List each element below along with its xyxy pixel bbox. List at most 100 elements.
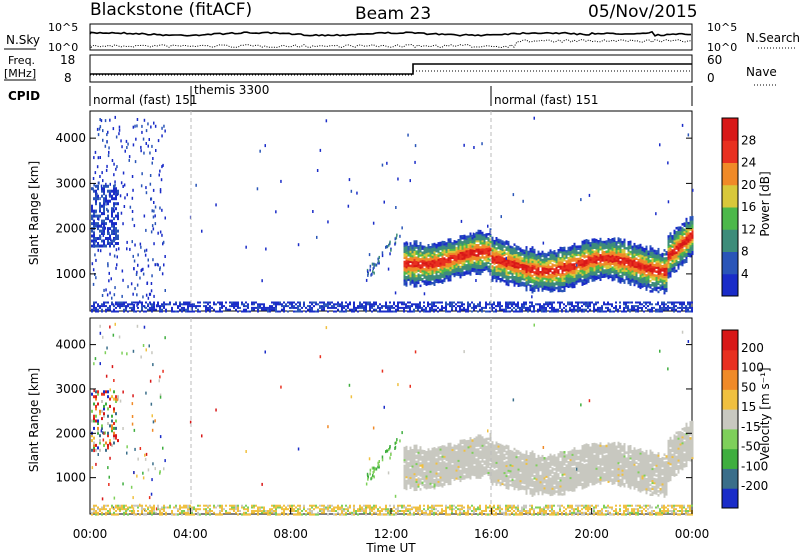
- power-cell: [663, 301, 665, 304]
- power-cell: [639, 276, 642, 279]
- power-cell: [651, 249, 654, 252]
- power-cell: [663, 303, 665, 306]
- power-cell: [581, 273, 584, 276]
- power-cell: [629, 301, 631, 304]
- power-cell: [541, 281, 544, 284]
- power-cell: [681, 306, 683, 309]
- power-cell: [545, 271, 548, 275]
- power-cell: [403, 250, 406, 253]
- power-cell: [655, 308, 657, 311]
- power-cell: [145, 186, 147, 190]
- power-cell: [142, 137, 145, 141]
- power-cell: [275, 305, 277, 308]
- velocity-cell: [467, 463, 470, 467]
- power-cell: [645, 253, 648, 257]
- power-cell: [495, 308, 497, 311]
- power-cell: [368, 253, 371, 257]
- power-cell: [455, 271, 458, 274]
- power-cell: [687, 232, 690, 235]
- power-cell: [557, 283, 560, 287]
- power-cell: [107, 184, 109, 188]
- power-cell: [571, 251, 574, 254]
- power-cell: [219, 310, 221, 313]
- power-cell: [603, 271, 606, 274]
- velocity-cell: [449, 462, 452, 466]
- power-cell: [549, 251, 552, 254]
- power-cell: [625, 259, 628, 262]
- velocity-cell: [447, 452, 450, 456]
- power-cell: [413, 248, 416, 251]
- power-cell: [128, 158, 130, 162]
- velocity-cell: [461, 475, 464, 478]
- power-cell: [523, 251, 526, 255]
- power-cell: [689, 305, 691, 308]
- velocity-cell: [441, 457, 444, 460]
- power-cell: [255, 301, 257, 304]
- power-cell: [501, 274, 504, 278]
- power-data-layer: [91, 115, 694, 313]
- power-cell: [221, 305, 223, 308]
- power-cell: [593, 275, 596, 278]
- power-cell: [118, 132, 120, 136]
- power-cell: [115, 192, 117, 196]
- power-cell: [551, 289, 554, 293]
- power-cell: [619, 268, 622, 272]
- power-cell: [517, 284, 520, 287]
- power-cell: [571, 263, 574, 266]
- power-cell: [437, 264, 440, 267]
- power-cell: [577, 306, 579, 309]
- power-cell: [623, 265, 626, 268]
- velocity-cell: [415, 460, 418, 464]
- power-cell: [677, 265, 680, 268]
- power-cell: [639, 256, 642, 259]
- power-cell: [533, 267, 536, 270]
- power-cell: [669, 266, 672, 270]
- power-cell: [627, 263, 630, 266]
- power-cell: [99, 156, 101, 159]
- power-cell: [411, 273, 414, 276]
- power-cell: [189, 301, 191, 304]
- power-cell: [543, 303, 545, 306]
- power-cell: [505, 246, 508, 249]
- power-cell: [381, 310, 383, 313]
- power-cell: [573, 255, 576, 258]
- power-cell: [102, 179, 104, 183]
- power-cell: [551, 253, 554, 256]
- power-cell: [569, 254, 572, 257]
- power-cell: [311, 301, 313, 304]
- power-cell: [585, 271, 588, 275]
- power-cell: [385, 301, 387, 304]
- power-cell: [615, 257, 618, 260]
- power-cell: [667, 305, 669, 308]
- velocity-cell: [413, 484, 416, 488]
- power-cell: [135, 310, 137, 313]
- power-cell: [103, 199, 105, 203]
- power-cell: [153, 303, 155, 306]
- power-cell: [345, 301, 347, 304]
- power-cell: [108, 231, 110, 235]
- velocity-cell: [409, 460, 412, 463]
- power-cell: [143, 305, 145, 308]
- power-cell: [583, 241, 586, 245]
- power-cell: [687, 226, 690, 229]
- power-cell: [405, 259, 408, 263]
- power-cell: [607, 303, 609, 306]
- power-cell: [541, 277, 544, 280]
- power-cell: [353, 301, 355, 304]
- power-cell: [565, 310, 567, 313]
- power-cell: [647, 270, 650, 274]
- velocity-cell: [405, 471, 408, 475]
- power-cell: [389, 310, 391, 313]
- power-cell: [315, 303, 317, 306]
- velocity-cell: [421, 451, 424, 455]
- power-cell: [451, 244, 454, 247]
- power-cell: [407, 301, 409, 304]
- power-cell: [647, 258, 650, 262]
- power-cell: [651, 303, 653, 306]
- power-cell: [491, 271, 494, 274]
- power-cell: [621, 267, 624, 270]
- power-cell: [527, 310, 529, 313]
- velocity-cell: [439, 462, 442, 465]
- power-cell: [149, 182, 152, 186]
- power-cell: [372, 267, 374, 271]
